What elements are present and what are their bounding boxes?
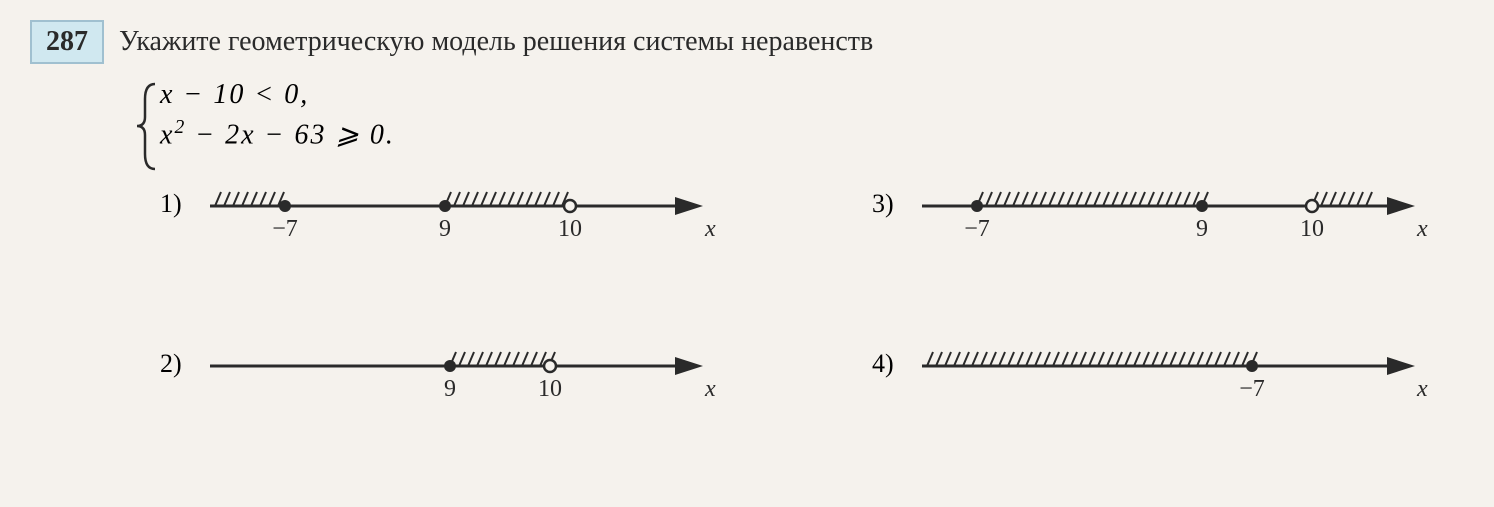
tick-label-0: −7 (964, 216, 990, 242)
point-2 (1306, 200, 1318, 212)
option-3: 3) −7 9 10 x (872, 181, 1464, 261)
hatch-0 (927, 352, 1257, 366)
diagram3-svg: −7 9 10 x (917, 181, 1437, 256)
arrow-icon (675, 197, 703, 215)
x-axis-label: x (704, 216, 716, 242)
brace-icon (135, 79, 160, 174)
inequality-2: x2 − 2x − 63 ⩾ 0. (160, 117, 1464, 151)
tick-label-0: −7 (272, 216, 298, 242)
tick-label-0: 9 (444, 376, 456, 402)
point-0 (444, 360, 456, 372)
inequality-1: x − 10 < 0, (160, 79, 1464, 111)
option-3-label: 3) (872, 189, 907, 219)
hatch-0 (977, 192, 1208, 206)
point-1 (1196, 200, 1208, 212)
diagram4-svg: −7 x (917, 341, 1437, 416)
point-1 (544, 360, 556, 372)
hatch-1 (1312, 192, 1372, 206)
point-2 (564, 200, 576, 212)
tick-label-1: 9 (439, 216, 451, 242)
number-line-4: −7 x (917, 341, 1437, 421)
point-0 (971, 200, 983, 212)
hatch-0 (215, 192, 284, 206)
point-1 (439, 200, 451, 212)
ineq2-rest: − 2x − 63 ⩾ 0. (186, 119, 395, 150)
point-0 (279, 200, 291, 212)
tick-label-2: 10 (558, 216, 582, 242)
inequality-system: x − 10 < 0, x2 − 2x − 63 ⩾ 0. (160, 79, 1464, 151)
option-4: 4) −7 x (872, 341, 1464, 421)
x-axis-label: x (1416, 216, 1428, 242)
problem-number: 287 (30, 20, 104, 64)
number-line-3: −7 9 10 x (917, 181, 1437, 261)
diagram2-svg: 9 10 x (205, 341, 725, 416)
diagram1-svg: −7 9 10 x (205, 181, 725, 256)
point-0 (1246, 360, 1258, 372)
ineq2-var: x (160, 119, 174, 150)
tick-label-1: 9 (1196, 216, 1208, 242)
arrow-icon (1387, 357, 1415, 375)
tick-label-0: −7 (1239, 376, 1265, 402)
option-1: 1) −7 9 10 x (160, 181, 752, 261)
tick-label-2: 10 (1300, 216, 1324, 242)
arrow-icon (1387, 197, 1415, 215)
hatch-0 (450, 352, 555, 366)
problem-title: Укажите геометрическую модель решения си… (119, 26, 873, 58)
problem-header: 287 Укажите геометрическую модель решени… (30, 20, 1464, 64)
arrow-icon (675, 357, 703, 375)
ineq2-exp: 2 (174, 117, 186, 138)
number-line-1: −7 9 10 x (205, 181, 725, 261)
number-line-2: 9 10 x (205, 341, 725, 421)
diagrams-container: 1) −7 9 10 x 3) −7 9 10 x 2) 9 10 x 4) −7 x (160, 181, 1464, 421)
option-2: 2) 9 10 x (160, 341, 752, 421)
hatch-1 (445, 192, 568, 206)
x-axis-label: x (1416, 376, 1428, 402)
x-axis-label: x (704, 376, 716, 402)
option-1-label: 1) (160, 189, 195, 219)
option-2-label: 2) (160, 349, 195, 379)
option-4-label: 4) (872, 349, 907, 379)
tick-label-1: 10 (538, 376, 562, 402)
